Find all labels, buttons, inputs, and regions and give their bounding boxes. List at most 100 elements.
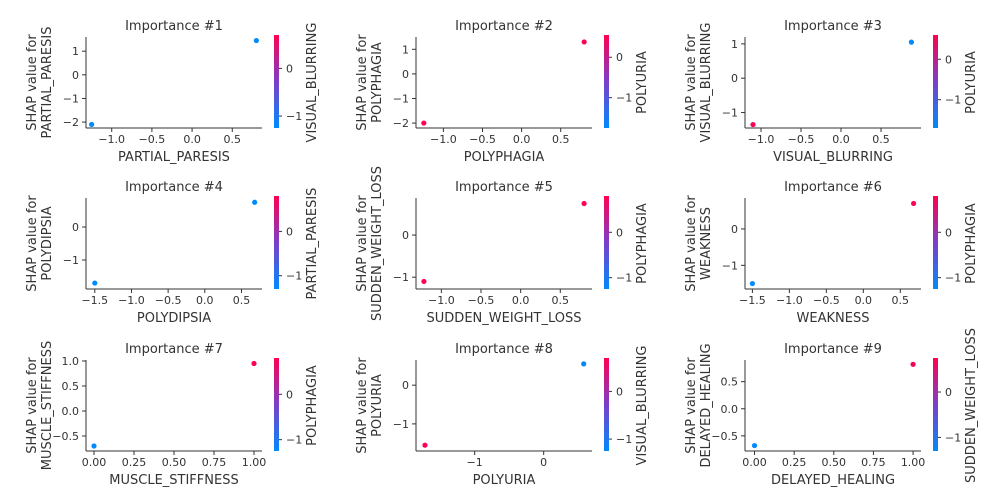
x-tick-label: −0.5	[139, 133, 166, 146]
data-point	[581, 200, 587, 207]
y-axis-label: SHAP value forVISUAL_BLURRING	[684, 23, 714, 143]
y-axis-label: SHAP value forWEAKNESS	[684, 195, 714, 292]
y-tick-label: −0.5	[52, 430, 79, 443]
x-tick-label: −1.0	[748, 133, 775, 146]
y-tick-label: −2	[63, 116, 79, 129]
x-tick-label: 0.5	[224, 133, 242, 146]
x-axis-label: PARTIAL_PARESIS	[118, 150, 230, 165]
chart-panel-2: Importance #2 −1.0 −0.5 0.0 0.5 −2 −1 0 1 POLYPHA…	[355, 19, 650, 165]
x-axis-label: POLYPHAGIA	[464, 150, 545, 165]
colorbar-tick-label: 0	[286, 225, 293, 238]
y-tick-label: 1	[731, 38, 738, 51]
data-point	[421, 278, 427, 285]
x-tick-label: −1.0	[98, 133, 125, 146]
y-tick-label: 0	[402, 68, 409, 81]
chart-panel-5: Importance #5 −1.0 −0.5 0.0 0.5 −1 0 SUDDEN_WEI…	[355, 166, 650, 326]
x-tick-label: 0.00	[82, 456, 107, 469]
data-point	[910, 361, 916, 367]
x-tick-label: −1.0	[118, 294, 145, 307]
data-point	[751, 442, 758, 449]
colorbar	[274, 196, 279, 289]
x-tick-label: −1.5	[739, 294, 766, 307]
colorbar-label: POLYPHAGIA	[964, 203, 979, 284]
x-tick-label: −1.5	[81, 294, 108, 307]
y-axis-label-line: SHAP value for	[684, 34, 699, 131]
colorbar	[933, 358, 938, 451]
y-tick-label: −1	[722, 259, 738, 272]
data-point	[253, 37, 259, 44]
chart-panel-3: Importance #3 −1.0 −0.5 0.0 0.5 −1 0 1 VISUAL_BL…	[684, 19, 979, 165]
y-axis-label-line: SHAP value for	[355, 34, 370, 131]
y-axis-label-line: PARTIAL_PARESIS	[40, 27, 55, 139]
colorbar-tick-label: −1	[286, 270, 302, 283]
colorbar-tick-label: −1	[945, 431, 961, 444]
x-tick-label: −0.5	[469, 133, 496, 146]
colorbar-tick-label: 0	[616, 51, 623, 64]
colorbar-tick-label: −1	[945, 94, 961, 107]
colorbar	[933, 35, 938, 128]
y-tick-label: −1	[393, 92, 409, 105]
y-tick-label: −1	[63, 254, 79, 267]
y-axis-label-line: SHAP value for	[355, 357, 370, 454]
y-tick-label: 0.0	[62, 405, 80, 418]
y-axis-label: SHAP value forPARTIAL_PARESIS	[25, 27, 55, 139]
y-tick-label: 0	[402, 379, 409, 392]
colorbar-tick-label: 0	[616, 226, 623, 239]
data-point	[421, 120, 427, 126]
y-axis-label-line: POLYURIA	[370, 374, 385, 437]
x-tick-label: 0	[540, 456, 547, 469]
x-tick-label: 0.50	[162, 456, 187, 469]
y-tick-label: −2	[393, 117, 409, 130]
x-tick-label: 0.50	[822, 456, 847, 469]
colorbar-tick-label: 0	[945, 386, 952, 399]
x-tick-label: 0.25	[782, 456, 807, 469]
y-tick-label: 0	[731, 72, 738, 85]
data-point	[89, 121, 95, 128]
chart-title: Importance #7	[125, 342, 223, 357]
x-axis-label: SUDDEN_WEIGHT_LOSS	[427, 311, 582, 326]
colorbar-label: POLYPHAGIA	[635, 203, 650, 284]
colorbar-label: POLYPHAGIA	[305, 365, 320, 446]
x-axis-label: MUSCLE_STIFFNESS	[109, 473, 238, 488]
x-axis-label: WEAKNESS	[797, 311, 870, 326]
y-axis-label: SHAP value forDELAYED_HEALING	[684, 343, 714, 467]
colorbar	[274, 35, 279, 128]
y-axis-label-line: MUSCLE_STIFFNESS	[40, 341, 55, 470]
colorbar-label: VISUAL_BLURRING	[635, 346, 650, 466]
chart-title: Importance #1	[125, 19, 223, 34]
y-axis-label-line: SHAP value for	[25, 357, 40, 454]
y-axis-label-line: POLYDIPSIA	[40, 206, 55, 280]
colorbar	[604, 35, 609, 128]
chart-title: Importance #2	[455, 19, 553, 34]
y-tick-label: −1	[722, 107, 738, 120]
colorbar-label: VISUAL_BLURRING	[305, 23, 320, 143]
y-tick-label: −1	[63, 92, 79, 105]
data-point	[422, 442, 428, 448]
y-axis-label-line: SHAP value for	[355, 195, 370, 292]
x-tick-label: 0.5	[552, 294, 570, 307]
x-tick-label: −1.0	[430, 133, 457, 146]
x-tick-label: 0.0	[512, 294, 530, 307]
colorbar-tick-label: −1	[616, 92, 632, 105]
chart-panel-7: Importance #70.00 0.25 0.50 0.75 1.00−0.50.0…	[25, 341, 320, 488]
x-tick-label: 0.0	[855, 294, 873, 307]
chart-panel-9: Importance #90.00 0.25 0.50 0.75 1.00−0.50.0…	[684, 328, 979, 488]
colorbar	[274, 358, 279, 451]
x-tick-label: 1.00	[242, 456, 267, 469]
y-tick-label: 1.0	[62, 355, 80, 368]
colorbar-tick-label: −1	[616, 433, 632, 446]
colorbar-tick-label: 0	[616, 385, 623, 398]
colorbar-tick-label: −1	[286, 110, 302, 123]
data-point	[581, 39, 587, 45]
chart-title: Importance #5	[455, 180, 553, 195]
chart-panel-4: Importance #4 −1.5 −1.0 −0.5 0.0 0.5 −1 0 POLYDI…	[25, 180, 320, 326]
data-point	[750, 121, 756, 128]
colorbar-label: SUDDEN_WEIGHT_LOSS	[964, 328, 979, 483]
colorbar	[604, 358, 609, 451]
colorbar-label: POLYURIA	[635, 51, 650, 114]
y-tick-label: 0	[402, 229, 409, 242]
y-axis-label-line: SHAP value for	[684, 357, 699, 454]
y-tick-label: −1	[393, 418, 409, 431]
